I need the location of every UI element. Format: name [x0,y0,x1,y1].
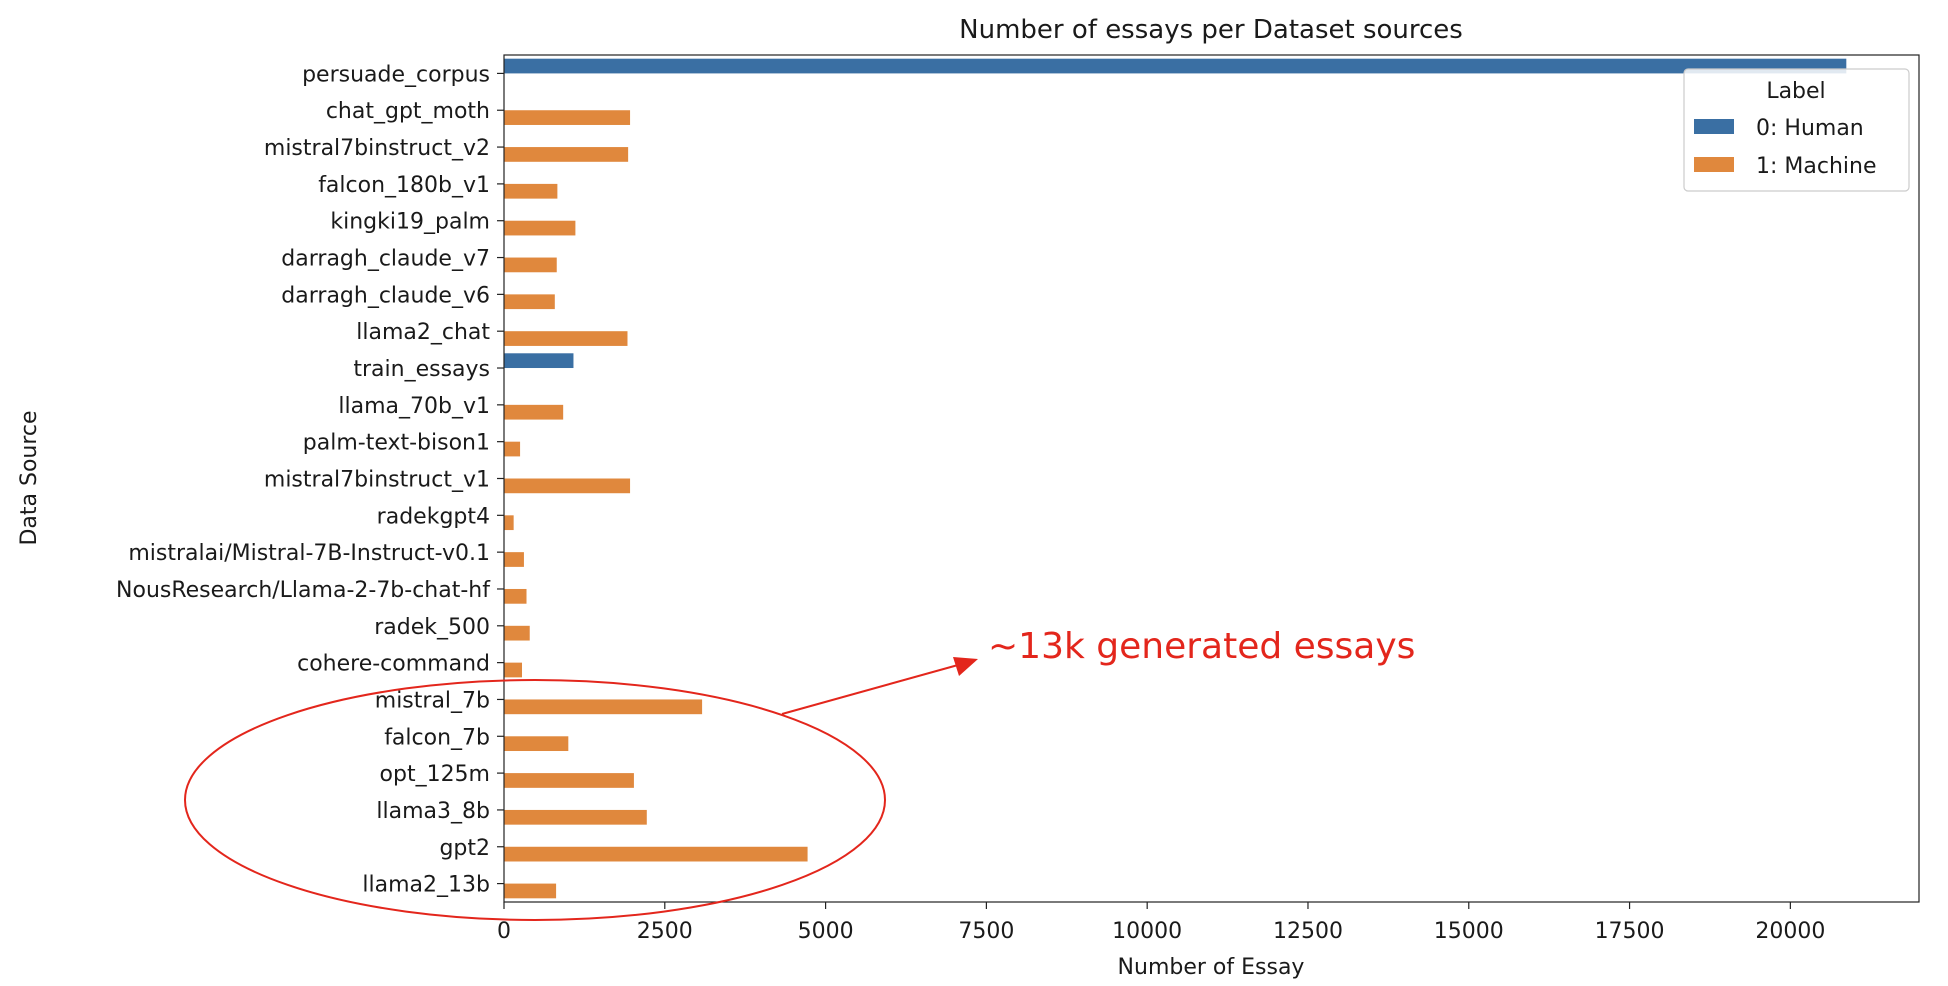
bar-machine [504,625,530,641]
x-tick-label: 17500 [1595,919,1665,944]
y-tick-label: radekgpt4 [377,504,490,529]
x-axis-ticks: 0 2500 5000 7500 10000 12500 15000 17500 20000 [497,902,1825,944]
legend: Label 0: Human 1: Machine [1683,68,1910,192]
y-tick-label: cohere-command [297,652,490,677]
y-tick-label: falcon_7b [384,725,490,750]
bar-machine [504,294,555,310]
bar-machine [504,331,628,346]
bar-machine [504,883,557,899]
bar-machine [504,846,808,862]
y-tick-label: NousResearch/Llama-2-7b-chat-hf [116,578,491,603]
y-tick-label: llama2_13b [362,873,490,898]
bar-machine [504,809,647,825]
y-axis-title: Data Source [17,410,42,545]
bar-machine [504,147,629,162]
legend-swatch-machine [1694,157,1734,172]
legend-title: Label [1766,79,1825,104]
x-tick-label: 0 [497,919,511,944]
bar-machine [504,441,521,457]
y-tick-label: mistral7binstruct_v1 [264,468,490,493]
bar-human [504,58,1847,74]
bar-machine [504,773,634,788]
bar-machine [504,662,523,678]
legend-box [1683,68,1910,192]
x-tick-label: 15000 [1434,919,1504,944]
x-tick-label: 2500 [637,919,693,944]
bar-machine [504,110,631,125]
annotation-arrow-line [781,664,959,715]
y-tick-label: gpt2 [439,836,490,861]
plot-frame [503,54,1920,903]
y-tick-label: llama3_8b [376,799,490,824]
y-tick-label: darragh_claude_v6 [281,283,490,308]
annotation-text: ~13k generated essays [988,626,1415,667]
legend-label-machine: 1: Machine [1756,154,1877,179]
y-axis-labels: persuade_corpus chat_gpt_moth mistral7bins… [116,62,504,898]
annotation: ~13k generated essays [184,626,1415,921]
bar-machine [504,736,569,752]
bar-machine [504,478,631,494]
annotation-ellipse [184,679,886,921]
bars [504,58,1847,899]
y-tick-label: mistral_7b [375,688,490,713]
bar-machine [504,699,703,715]
x-tick-label: 5000 [798,919,854,944]
bar-human [504,353,574,369]
y-tick-label: palm-text-bison1 [303,431,490,456]
bar-machine [504,404,564,420]
x-axis-title: Number of Essay [1118,955,1305,980]
y-tick-label: mistral7binstruct_v2 [264,136,490,161]
y-tick-label: falcon_180b_v1 [318,173,490,198]
chart-title: Number of essays per Dataset sources [959,15,1463,45]
y-tick-label: llama2_chat [356,320,490,345]
bar-machine [504,220,576,236]
y-tick-label: opt_125m [380,762,490,787]
y-tick-label: train_essays [353,357,490,382]
x-tick-label: 7500 [958,919,1014,944]
x-tick-label: 20000 [1755,919,1825,944]
x-tick-label: 10000 [1112,919,1182,944]
legend-label-human: 0: Human [1756,116,1864,141]
y-tick-label: llama_70b_v1 [338,394,490,419]
y-tick-label: darragh_claude_v7 [281,247,490,272]
y-tick-label: chat_gpt_moth [326,99,490,124]
bar-machine [504,588,527,604]
legend-swatch-human [1694,119,1734,134]
bar-machine [504,183,558,199]
bar-machine [504,552,524,567]
bar-machine [504,515,514,531]
x-tick-label: 12500 [1273,919,1343,944]
y-tick-label: mistralai/Mistral-7B-Instruct-v0.1 [128,541,490,566]
bar-machine [504,257,557,273]
y-tick-label: radek_500 [374,615,490,640]
annotation-arrowhead [953,657,978,676]
y-tick-label: persuade_corpus [302,62,490,87]
y-tick-label: kingki19_palm [330,210,490,235]
